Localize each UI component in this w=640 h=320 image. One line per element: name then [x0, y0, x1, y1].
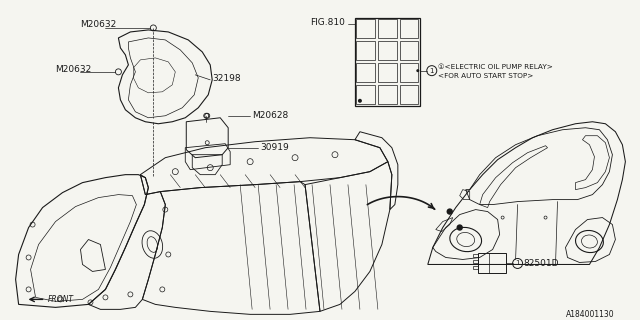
Text: <FOR AUTO START STOP>: <FOR AUTO START STOP> [438, 73, 533, 79]
Bar [473, 260, 477, 263]
Bar [356, 20, 375, 38]
Bar [378, 41, 397, 60]
Text: FIG.810: FIG.810 [310, 19, 345, 28]
Text: FRONT: FRONT [47, 295, 74, 304]
Bar [378, 85, 397, 104]
Bar [473, 267, 477, 269]
Circle shape [358, 99, 362, 103]
Bar [399, 63, 419, 82]
Text: M20628: M20628 [252, 111, 289, 120]
Text: 1: 1 [429, 68, 434, 74]
Text: 32198: 32198 [212, 74, 241, 83]
Circle shape [457, 225, 462, 230]
Bar [356, 41, 375, 60]
Bar [473, 254, 477, 258]
Text: 30919: 30919 [260, 143, 289, 152]
Bar [378, 20, 397, 38]
Bar [355, 18, 420, 106]
Text: M20632: M20632 [56, 65, 92, 74]
Text: 1: 1 [515, 260, 520, 267]
Circle shape [416, 69, 419, 72]
Bar [399, 20, 419, 38]
Text: ①<ELECTRIC OIL PUMP RELAY>: ①<ELECTRIC OIL PUMP RELAY> [438, 64, 552, 70]
Bar [378, 63, 397, 82]
Text: M20632: M20632 [81, 20, 116, 29]
Bar [356, 85, 375, 104]
Bar [477, 253, 506, 274]
Bar [399, 41, 419, 60]
Text: A184001130: A184001130 [566, 310, 614, 319]
Text: 82501D: 82501D [524, 259, 559, 268]
Circle shape [447, 209, 452, 214]
Bar [399, 85, 419, 104]
Bar [356, 63, 375, 82]
